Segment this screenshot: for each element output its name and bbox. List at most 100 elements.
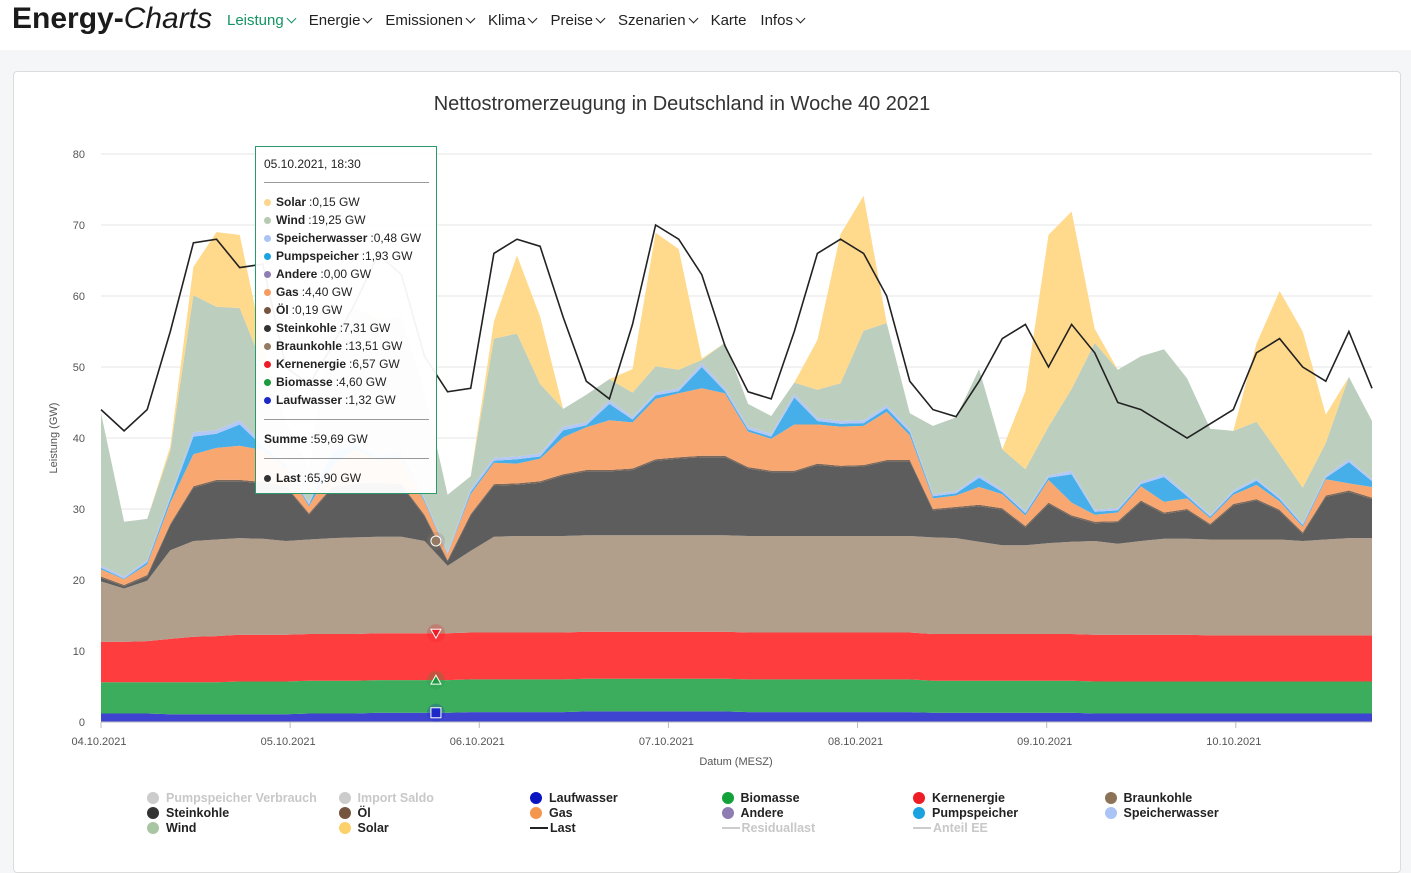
legend-item-oel[interactable]: Öl	[338, 805, 531, 820]
tooltip-row-braunkohle: Braunkohle: 13,51 GW	[264, 339, 402, 353]
legend-dot-icon	[913, 806, 925, 819]
legend-dot-icon	[264, 306, 271, 314]
x-tick-label: 07.10.2021	[639, 736, 694, 748]
legend-dot-icon	[721, 806, 734, 819]
legend-item-kernenergie[interactable]: Kernenergie	[913, 790, 1105, 805]
legend-dot-icon	[264, 198, 271, 206]
legend-item-steinkohle[interactable]: Steinkohle	[147, 805, 339, 820]
area-biomasse	[101, 678, 1372, 715]
hover-marker-biomasse	[430, 674, 442, 685]
tooltip-row-last: Last: 65,90 GW	[264, 471, 361, 485]
legend-item-gas[interactable]: Gas	[530, 805, 722, 820]
legend-dot-icon	[338, 821, 351, 834]
legend-item-biomasse[interactable]: Biomasse	[721, 790, 914, 805]
chart-tooltip: 05.10.2021, 18:30 Solar: 0,15 GW Wind: 19,…	[255, 146, 437, 494]
y-tick-label: 0	[79, 717, 85, 729]
nav-preise[interactable]: Preise	[550, 12, 606, 29]
tooltip-row-gas: Gas: 4,40 GW	[264, 285, 352, 299]
legend-label: Pumpspeicher Verbrauch	[166, 790, 317, 805]
legend-label: Braunkohle	[1123, 790, 1193, 805]
legend-item-pumpspeicher[interactable]: Pumpspeicher	[913, 805, 1105, 820]
tooltip-row-pumpspeicher: Pumpspeicher: 1,93 GW	[264, 249, 412, 263]
legend-label: Residuallast	[741, 820, 816, 835]
legend-item-speicherwasser[interactable]: Speicherwasser	[1104, 805, 1297, 820]
legend-dot-icon	[264, 252, 271, 260]
legend-label: Wind	[166, 820, 197, 835]
legend-item-last[interactable]: Last	[530, 820, 722, 835]
nav-klima[interactable]: Klima	[488, 12, 538, 29]
area-laufwasser	[101, 711, 1372, 722]
legend-label: Andere	[740, 805, 784, 820]
legend-dot-icon	[264, 342, 271, 350]
y-axis-label: Leistung (GW)	[48, 403, 60, 474]
legend-dot-icon	[1104, 791, 1117, 804]
legend-dot-icon	[530, 791, 542, 804]
legend-item-residuallast[interactable]: Residuallast	[721, 820, 914, 835]
nav-infos[interactable]: Infos	[760, 12, 806, 29]
legend-dot-icon	[264, 234, 271, 242]
tooltip-row-steinkohle: Steinkohle: 7,31 GW	[264, 321, 390, 335]
legend-item-wind[interactable]: Wind	[147, 820, 339, 835]
legend-label: Steinkohle	[166, 805, 230, 820]
nav-energie[interactable]: Energie	[309, 12, 373, 29]
legend-dot-icon	[721, 791, 734, 804]
energy-charts-logo[interactable]: Energy-Charts	[12, 2, 213, 35]
nav-leistung[interactable]: Leistung	[227, 12, 297, 29]
legend-dot-icon	[147, 791, 159, 804]
area-solar	[101, 195, 1372, 522]
legend-item-pumpspeicher-verbrauch[interactable]: Pumpspeicher Verbrauch	[147, 790, 339, 805]
legend-dot-icon	[264, 270, 271, 278]
area-kernenergie	[101, 631, 1372, 683]
legend-dot-icon	[264, 288, 271, 296]
tooltip-divider	[264, 182, 429, 183]
chart-title: Nettostromerzeugung in Deutschland in Wo…	[434, 93, 931, 115]
legend-item-andere[interactable]: Andere	[721, 805, 914, 820]
y-tick-label: 70	[73, 220, 85, 232]
legend-line-icon	[530, 826, 548, 829]
legend-dot-icon	[338, 806, 351, 819]
nav-szenarien[interactable]: Szenarien	[618, 12, 699, 29]
x-tick-label: 06.10.2021	[450, 736, 505, 748]
nav-karte[interactable]: Karte	[710, 12, 747, 29]
y-tick-label: 60	[73, 291, 85, 303]
tooltip-row-biomasse: Biomasse: 4,60 GW	[264, 375, 386, 389]
tooltip-row-wind: Wind: 19,25 GW	[264, 213, 366, 227]
legend-dot-icon	[1104, 806, 1117, 819]
legend-item-anteil-ee[interactable]: Anteil EE	[913, 820, 1105, 835]
tooltip-row-andere: Andere: 0,00 GW	[264, 267, 371, 281]
y-tick-label: 10	[73, 646, 85, 658]
chart-legend: Pumpspeicher Verbrauch Import Saldo Laufwa…	[147, 790, 1387, 835]
area-steinkohle	[101, 457, 1372, 589]
legend-item-import-saldo[interactable]: Import Saldo	[338, 790, 531, 805]
legend-line-icon	[721, 826, 740, 829]
legend-item-laufwasser[interactable]: Laufwasser	[530, 790, 722, 805]
y-tick-label: 30	[73, 504, 85, 516]
y-tick-label: 40	[73, 433, 85, 445]
legend-dot-icon	[530, 806, 542, 819]
legend-item-solar[interactable]: Solar	[338, 820, 531, 835]
hover-marker-braunkohle	[430, 535, 442, 547]
x-tick-label: 09.10.2021	[1017, 736, 1072, 748]
legend-dot-icon	[913, 791, 925, 804]
y-tick-label: 80	[73, 149, 85, 161]
nav-emissionen[interactable]: Emissionen	[385, 12, 476, 29]
tooltip-row-oel: Öl: 0,19 GW	[264, 303, 342, 317]
legend-label: Import Saldo	[357, 790, 434, 805]
legend-label: Biomasse	[740, 790, 800, 805]
tooltip-divider	[264, 458, 429, 459]
area-braunkohle	[101, 535, 1372, 642]
tooltip-divider	[264, 419, 429, 420]
main-navigation: Leistung Energie Emissionen Klima Preise Szen…	[227, 12, 818, 29]
hover-marker-kernenergie	[430, 628, 442, 640]
legend-dot-icon	[264, 324, 271, 332]
legend-label: Kernenergie	[932, 790, 1005, 805]
tooltip-row-kernenergie: Kernenergie: 6,57 GW	[264, 357, 400, 371]
x-axis-label: Datum (MESZ)	[699, 756, 772, 768]
tooltip-date: 05.10.2021, 18:30	[264, 157, 361, 171]
legend-dot-icon	[264, 216, 271, 224]
legend-label: Speicherwasser	[1123, 805, 1219, 820]
legend-dot-icon	[264, 396, 271, 404]
legend-item-braunkohle[interactable]: Braunkohle	[1104, 790, 1297, 805]
legend-label: Öl	[357, 805, 371, 820]
